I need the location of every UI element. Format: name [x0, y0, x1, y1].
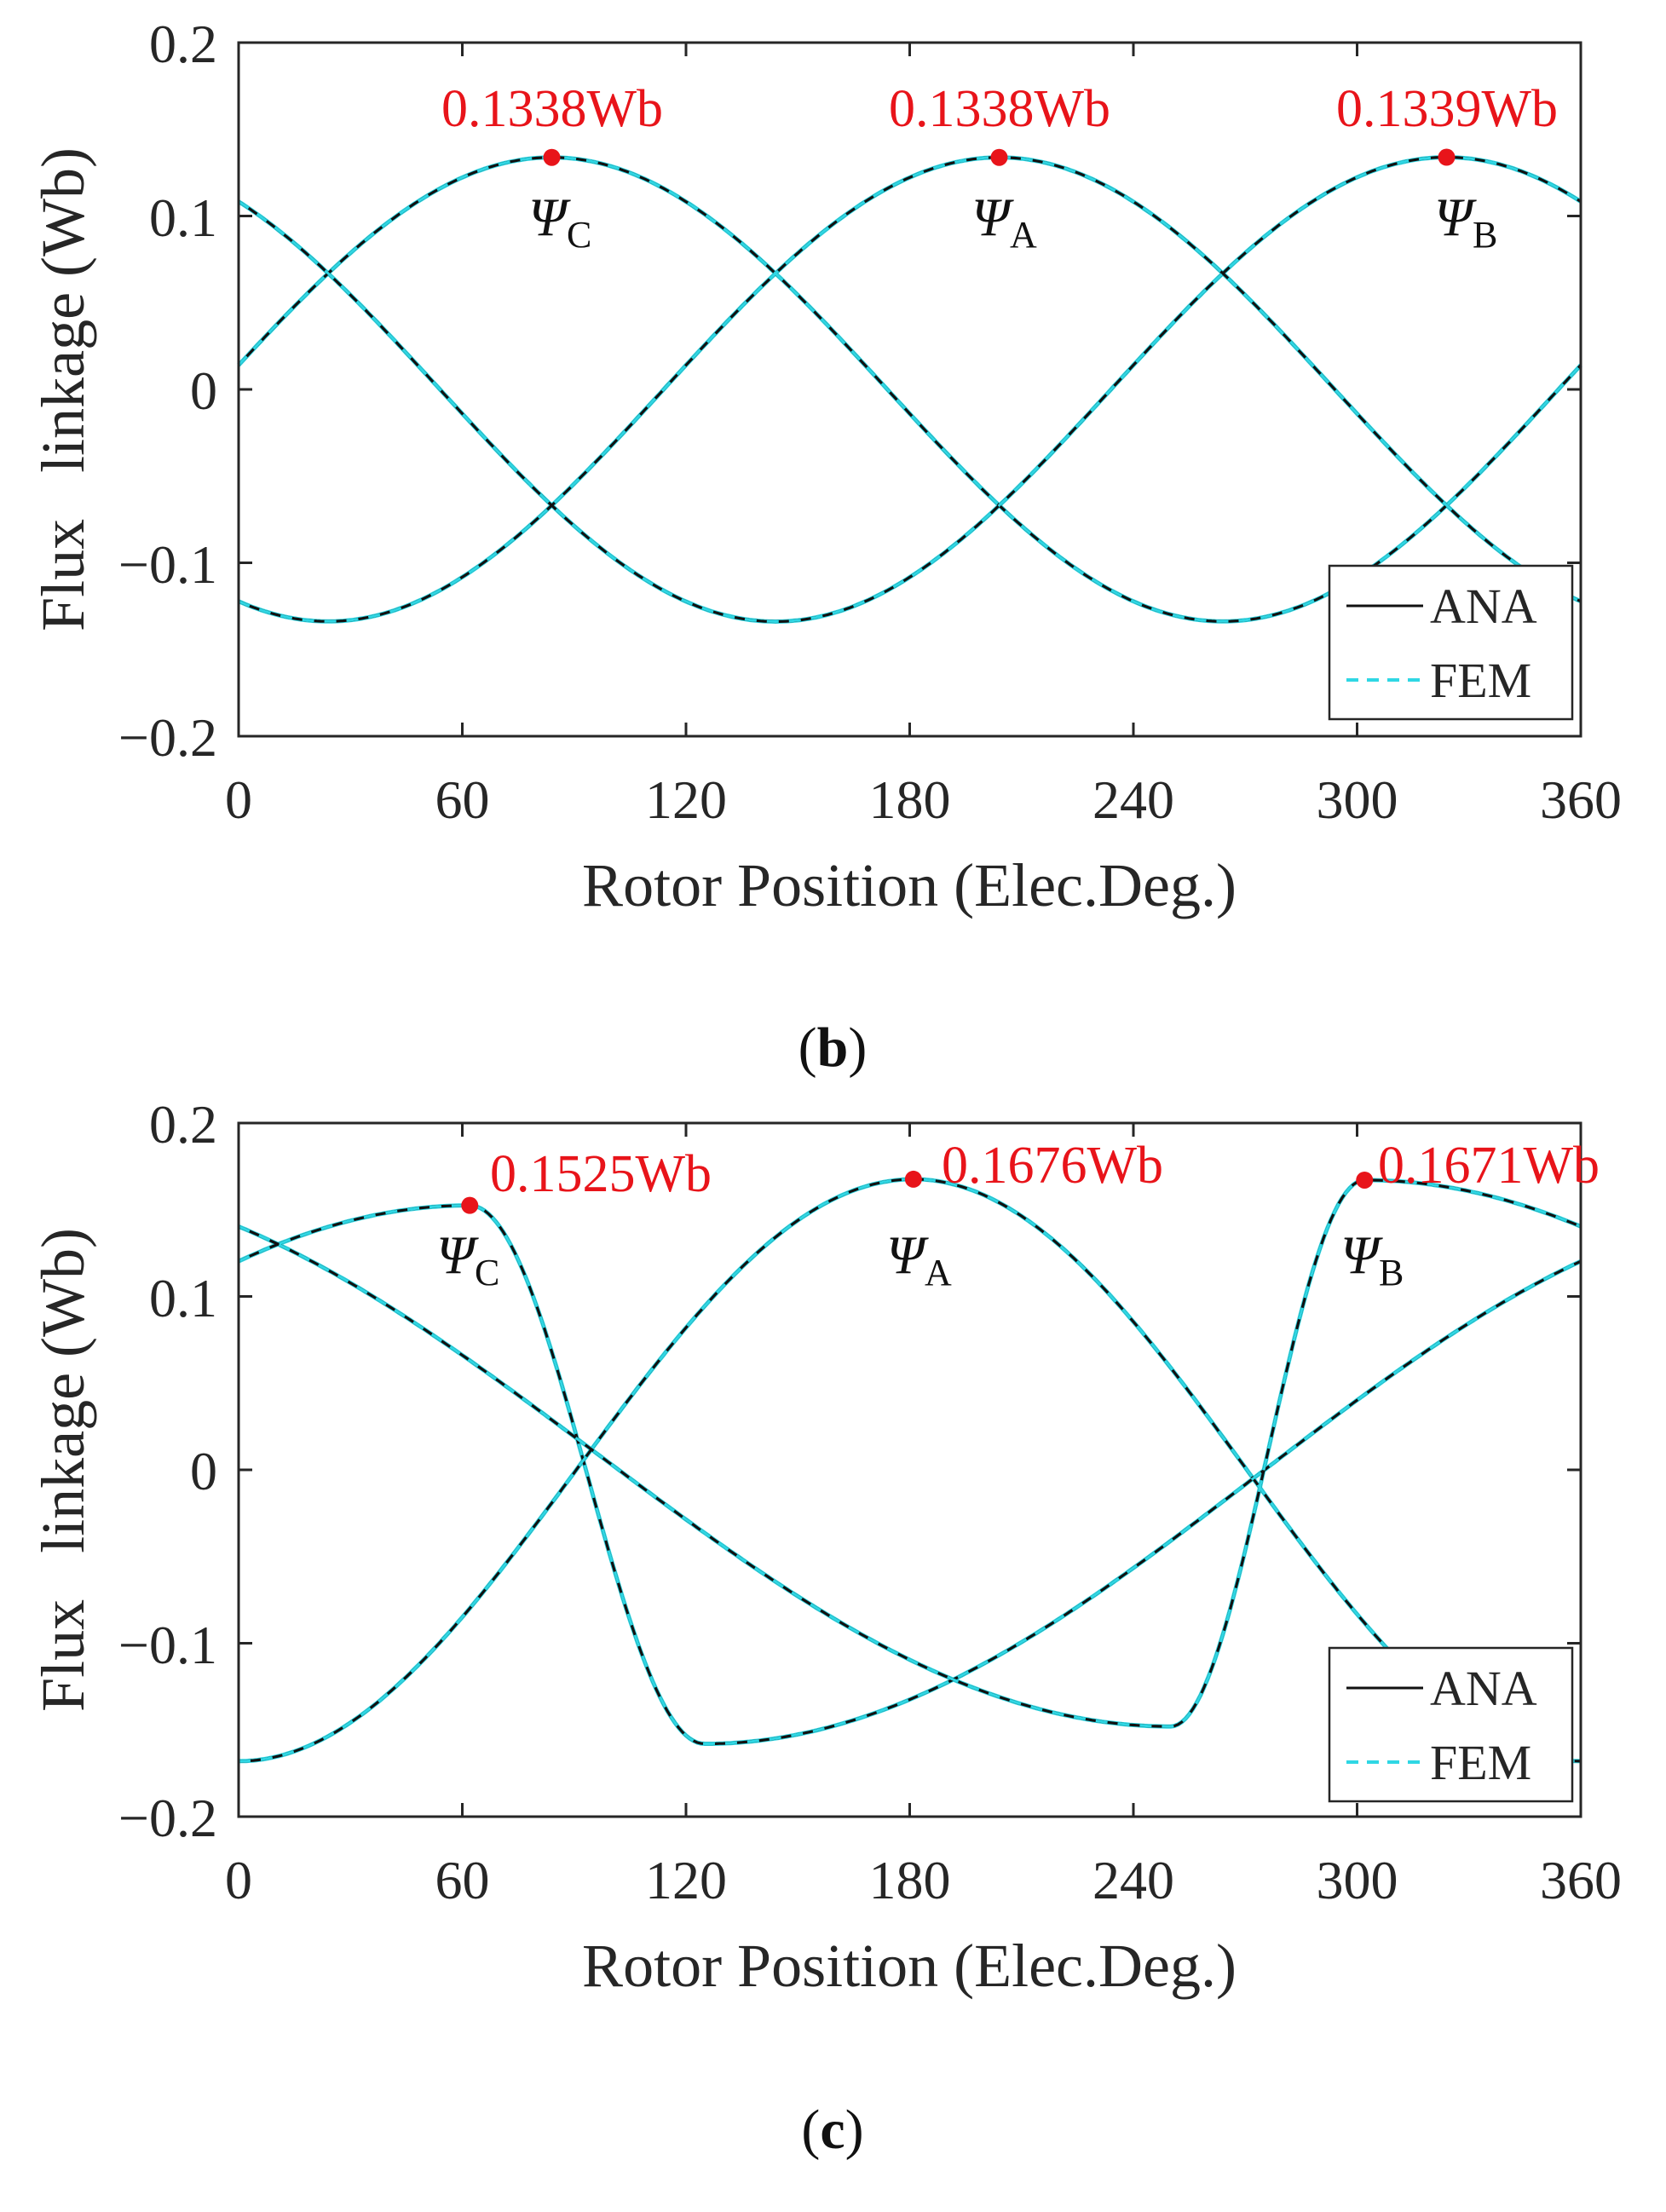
peak-value-label: 0.1338Wb — [889, 80, 1110, 138]
x-tick-label: 240 — [1092, 1850, 1174, 1910]
plot-area-c — [237, 1170, 1582, 1764]
plot-area-b — [237, 148, 1582, 625]
x-axis-label: Rotor Position (Elec.Deg.) — [582, 1932, 1237, 2000]
phase-label-c: ΨC — [528, 187, 591, 256]
y-tick-label: 0.1 — [149, 187, 217, 248]
legend-entry-ana: ANA — [1430, 579, 1537, 634]
y-tick-label: 0.1 — [149, 1268, 217, 1328]
x-tick-label: 60 — [435, 769, 490, 830]
figure-caption-c: (c) — [801, 2099, 863, 2161]
legend-entry-ana: ANA — [1430, 1661, 1537, 1716]
x-tick-label: 60 — [435, 1850, 490, 1910]
y-tick-label: −0.2 — [118, 707, 217, 768]
y-tick-label: −0.1 — [118, 534, 217, 595]
y-tick-label: −0.1 — [118, 1615, 217, 1675]
x-tick-label: 240 — [1092, 769, 1174, 830]
x-tick-label: 360 — [1540, 769, 1622, 830]
x-tick-label: 0 — [225, 769, 252, 830]
x-tick-label: 0 — [225, 1850, 252, 1910]
legend-c: ANA FEM — [1328, 1646, 1574, 1803]
y-axis-label: Flux linkage (Wb) — [29, 1228, 97, 1712]
legend-box — [1328, 564, 1574, 721]
phase-label-b: ΨB — [1434, 187, 1497, 256]
x-tick-label: 180 — [869, 1850, 951, 1910]
phase-label-a: ΨA — [886, 1224, 952, 1293]
peak-value-label: 0.1676Wb — [942, 1137, 1163, 1195]
legend-entry-fem: FEM — [1430, 653, 1531, 708]
peak-value-label: 0.1338Wb — [441, 80, 663, 138]
y-axis-label: Flux linkage (Wb) — [29, 147, 97, 631]
chart-panel-c: 0.2 0.1 0 −0.1 −0.2 0 60 120 180 240 300… — [29, 1094, 1622, 2161]
y-tick-label: 0.2 — [149, 14, 217, 74]
series-fem-dash-phase-a — [238, 156, 1582, 623]
x-axis-label: Rotor Position (Elec.Deg.) — [582, 851, 1237, 919]
x-tick-label: 300 — [1317, 769, 1398, 830]
y-tick-label: −0.2 — [118, 1788, 217, 1848]
peak-value-label: 0.1525Wb — [490, 1145, 712, 1203]
y-tick-label: 0 — [190, 360, 217, 421]
peak-marker — [543, 148, 561, 166]
phase-label-c: ΨC — [436, 1224, 499, 1293]
series-fem-dash-phase-b — [238, 1178, 1582, 1728]
peak-marker — [904, 1170, 922, 1188]
peak-value-label: 0.1671Wb — [1378, 1137, 1600, 1195]
legend-box — [1328, 1646, 1574, 1803]
x-tick-label: 120 — [645, 1850, 727, 1910]
figure-caption-b: (b) — [798, 1017, 868, 1079]
phase-label-b: ΨB — [1340, 1224, 1404, 1293]
legend-entry-fem: FEM — [1430, 1735, 1531, 1790]
legend-b: ANA FEM — [1328, 564, 1574, 721]
y-tick-label: 0 — [190, 1441, 217, 1501]
peak-marker — [990, 148, 1008, 166]
chart-panel-b: 0.2 0.1 0 −0.1 −0.2 0 60 120 180 240 300… — [29, 14, 1622, 1079]
peak-value-label: 0.1339Wb — [1336, 80, 1558, 138]
series-fem-dash-phase-c — [237, 156, 1582, 623]
x-tick-label: 120 — [645, 769, 727, 830]
x-tick-label: 300 — [1317, 1850, 1398, 1910]
peak-marker — [461, 1196, 479, 1214]
y-tick-label: 0.2 — [149, 1094, 217, 1155]
peak-marker — [1438, 148, 1456, 166]
tick-marks-b — [237, 41, 1582, 738]
series-fem-dash-phase-b — [238, 155, 1582, 624]
x-tick-label: 180 — [869, 769, 951, 830]
peak-marker — [1356, 1171, 1374, 1189]
phase-label-a: ΨA — [971, 187, 1037, 256]
x-tick-label: 360 — [1540, 1850, 1622, 1910]
tick-marks-c — [237, 1121, 1582, 1818]
